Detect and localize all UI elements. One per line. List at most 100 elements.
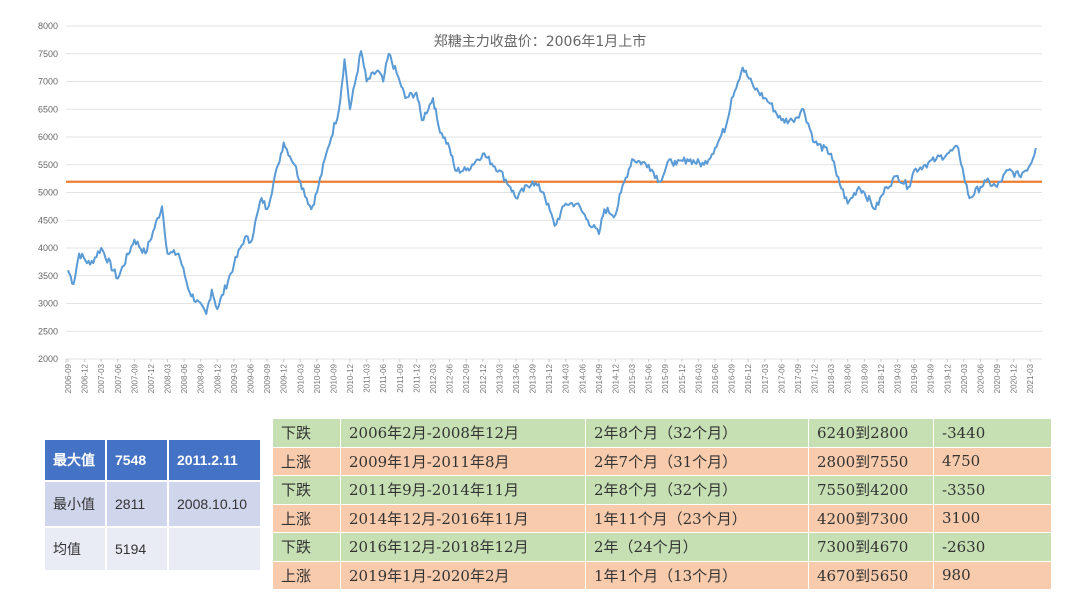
x-tick-label: 2020-12 (1010, 363, 1019, 393)
x-tick-label: 2015-03 (628, 363, 637, 393)
x-tick-label: 2006-12 (81, 363, 90, 393)
x-tick-label: 2013-06 (512, 363, 521, 393)
y-tick-label: 7000 (38, 77, 58, 87)
period-change: 3100 (933, 503, 1052, 533)
y-tick-label: 4500 (38, 215, 58, 225)
x-tick-label: 2019-06 (910, 363, 919, 393)
x-tick-label: 2018-03 (827, 363, 836, 393)
x-tick-label: 2014-12 (611, 363, 620, 393)
x-tick-label: 2012-12 (479, 363, 488, 393)
period-date-range: 2014年12月-2016年11月 (340, 503, 586, 533)
period-price-range: 6240到2800 (808, 418, 934, 448)
period-date-range: 2009年1月-2011年8月 (340, 446, 586, 476)
period-trend: 下跌 (272, 418, 341, 448)
stats-label: 均值 (43, 526, 107, 572)
x-tick-label: 2015-09 (661, 363, 670, 393)
x-tick-label: 2018-06 (844, 363, 853, 393)
x-tick-label: 2016-09 (728, 363, 737, 393)
x-tick-label: 2020-06 (976, 363, 985, 393)
x-tick-label: 2012-06 (446, 363, 455, 393)
x-tick-label: 2008-03 (164, 363, 173, 393)
x-tick-label: 2019-03 (894, 363, 903, 393)
period-duration: 2年（24个月） (585, 532, 809, 562)
x-tick-label: 2017-12 (811, 363, 820, 393)
period-price-range: 2800到7550 (808, 446, 934, 476)
stats-row-mean: 均值 5194 (43, 526, 262, 572)
x-tick-label: 2019-09 (927, 363, 936, 393)
x-tick-label: 2016-03 (694, 363, 703, 393)
stats-label: 最小值 (43, 480, 107, 528)
period-row: 下跌 2011年9月-2014年11月 2年8个月（32个月） 7550到4200 -3… (272, 475, 1052, 505)
y-tick-label: 3000 (38, 299, 58, 309)
x-tick-label: 2008-09 (197, 363, 206, 393)
period-row: 上涨 2009年1月-2011年8月 2年7个月（31个月） 2800到7550 475… (272, 446, 1052, 476)
x-tick-label: 2010-06 (313, 363, 322, 393)
x-tick-label: 2014-06 (578, 363, 587, 393)
period-date-range: 2011年9月-2014年11月 (340, 475, 586, 505)
period-trend: 下跌 (272, 532, 341, 562)
x-tick-label: 2011-12 (412, 363, 421, 392)
x-tick-label: 2016-06 (711, 363, 720, 393)
price-series-line (67, 50, 1037, 315)
stats-value: 7548 (105, 438, 169, 482)
period-row: 上涨 2019年1月-2020年2月 1年1个月（13个月） 4670到5650 980 (272, 560, 1052, 590)
x-tick-label: 2018-12 (877, 363, 886, 393)
x-tick-label: 2009-09 (263, 363, 272, 393)
stats-label: 最大值 (43, 438, 107, 482)
x-tick-label: 2012-03 (429, 363, 438, 393)
y-tick-label: 2500 (38, 326, 58, 336)
x-tick-label: 2010-09 (329, 363, 338, 393)
period-row: 下跌 2006年2月-2008年12月 2年8个月（32个月） 6240到2800 -3… (272, 418, 1052, 448)
stats-table: 最大值 7548 2011.2.11 最小值 2811 2008.10.10 均… (43, 438, 262, 572)
x-tick-label: 2016-12 (744, 363, 753, 393)
y-tick-label: 6000 (38, 132, 58, 142)
period-change: -3440 (933, 418, 1052, 448)
period-duration: 2年8个月（32个月） (585, 475, 809, 505)
stats-date (167, 526, 262, 572)
x-tick-label: 2009-12 (280, 363, 289, 393)
x-tick-label: 2014-09 (595, 363, 604, 393)
x-tick-label: 2017-09 (794, 363, 803, 393)
x-tick-label: 2020-03 (960, 363, 969, 393)
period-date-range: 2006年2月-2008年12月 (340, 418, 586, 448)
period-price-range: 4200到7300 (808, 503, 934, 533)
period-duration: 2年7个月（31个月） (585, 446, 809, 476)
period-trend: 上涨 (272, 560, 341, 590)
period-trend: 上涨 (272, 446, 341, 476)
x-tick-label: 2010-12 (346, 363, 355, 393)
y-tick-label: 7500 (38, 49, 58, 59)
x-tick-label: 2008-12 (213, 363, 222, 393)
x-tick-label: 2021-03 (1026, 363, 1035, 393)
x-tick-label: 2013-03 (495, 363, 504, 393)
x-tick-label: 2010-03 (296, 363, 305, 393)
x-tick-label: 2013-12 (545, 363, 554, 393)
x-tick-label: 2011-09 (396, 363, 405, 392)
period-date-range: 2016年12月-2018年12月 (340, 532, 586, 562)
x-tick-label: 2015-12 (678, 363, 687, 393)
x-tick-label: 2007-06 (114, 363, 123, 393)
x-tick-label: 2011-03 (363, 363, 372, 392)
period-duration: 1年1个月（13个月） (585, 560, 809, 590)
period-change: 980 (933, 560, 1052, 590)
period-date-range: 2019年1月-2020年2月 (340, 560, 586, 590)
x-tick-label: 2007-09 (130, 363, 139, 393)
x-tick-label: 2008-06 (180, 363, 189, 393)
x-tick-label: 2013-09 (529, 363, 538, 393)
x-tick-label: 2009-03 (230, 363, 239, 393)
period-row: 下跌 2016年12月-2018年12月 2年（24个月） 7300到4670 -263… (272, 532, 1052, 562)
x-tick-label: 2019-12 (943, 363, 952, 393)
y-tick-label: 5500 (38, 160, 58, 170)
period-price-range: 7300到4670 (808, 532, 934, 562)
period-price-range: 7550到4200 (808, 475, 934, 505)
period-duration: 2年8个月（32个月） (585, 418, 809, 448)
stats-date: 2008.10.10 (167, 480, 262, 528)
x-tick-label: 2006-09 (64, 363, 73, 393)
period-table: 下跌 2006年2月-2008年12月 2年8个月（32个月） 6240到2800 -3… (272, 418, 1052, 590)
y-tick-label: 8000 (38, 21, 58, 31)
stats-value: 5194 (105, 526, 169, 572)
stats-row-min: 最小值 2811 2008.10.10 (43, 480, 262, 528)
stats-row-max: 最大值 7548 2011.2.11 (43, 438, 262, 482)
x-tick-label: 2011-06 (379, 363, 388, 392)
x-tick-label: 2012-09 (462, 363, 471, 393)
x-tick-label: 2017-06 (777, 363, 786, 393)
